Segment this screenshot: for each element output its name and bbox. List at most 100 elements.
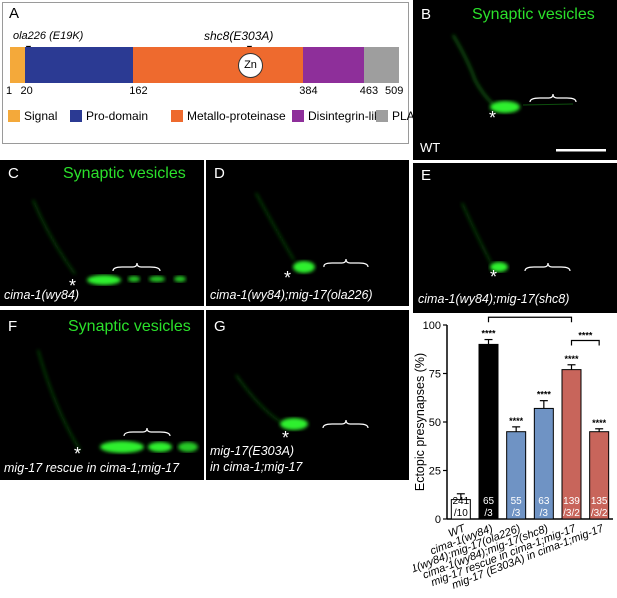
legend-swatch (292, 110, 304, 122)
n-count-label: /3/2 (591, 508, 608, 519)
synapse-region-bracket (529, 93, 577, 103)
legend-label: Metallo-proteinase (187, 109, 286, 123)
n-count-label: 241 (452, 496, 469, 507)
y-tick-label: 0 (435, 514, 441, 526)
significance-label: **** (481, 329, 496, 339)
panel-a-domain-diagram: A ola226 (E19K) ▼ shc8(E303A) ▼ Zn 12016… (2, 2, 423, 144)
significance-label: **** (564, 354, 579, 364)
panel-f-label: F (8, 318, 18, 335)
panel-b-micrograph: B Synaptic vesicles * WT (413, 0, 617, 160)
bar (478, 343, 499, 520)
legend-swatch (376, 110, 388, 122)
cell-body-asterisk: * (74, 444, 82, 464)
panel-d-caption: cima-1(wy84);mig-17(ola226) (210, 288, 373, 302)
cell-body-asterisk: * (284, 268, 292, 288)
panel-e-caption: cima-1(wy84);mig-17(shc8) (418, 292, 570, 306)
panel-c-fluorescence-image (32, 199, 186, 285)
panel-b-caption: WT (420, 140, 441, 155)
y-tick-label: 25 (429, 466, 441, 478)
synapse-region-bracket (123, 427, 171, 437)
legend-label: Signal (24, 109, 58, 123)
legend-swatch (171, 110, 183, 122)
panel-g-caption-line1: mig-17(E303A) (210, 444, 295, 458)
panel-e-fluorescence-image (461, 202, 571, 272)
panel-g-fluorescence-image (235, 374, 369, 430)
bar (506, 431, 527, 520)
n-count-label: /3 (512, 508, 521, 519)
comparison-significance-label: **** (578, 331, 593, 341)
panel-c-micrograph: C Synaptic vesicles * cima-1(wy84) (0, 160, 204, 306)
domain-segment-metallo-proteinase (133, 47, 304, 83)
panel-b-label: B (421, 6, 432, 23)
panel-e-label: E (421, 167, 432, 184)
panel-f-fluorescence-image (37, 349, 198, 453)
y-tick-label: 75 (429, 369, 441, 381)
domain-segment-pro-domain (24, 47, 134, 83)
panel-c-caption: cima-1(wy84) (4, 288, 80, 302)
synapse-region-bracket (524, 262, 571, 272)
significance-label: **** (537, 390, 552, 400)
comparison-bracket (570, 339, 600, 346)
synapse-region-bracket (322, 419, 369, 429)
position-label: 20 (20, 85, 33, 97)
cell-body-asterisk: * (490, 267, 498, 287)
panel-c-title: Synaptic vesicles (63, 165, 186, 182)
panel-g-label: G (214, 318, 226, 335)
synapse-region-bracket (323, 258, 369, 268)
legend-swatch (8, 110, 20, 122)
comparison-significance-label: **** (523, 313, 538, 317)
synapse-region-bracket (112, 262, 161, 272)
n-count-label: /3/2 (563, 508, 580, 519)
domain-segment-plac (363, 47, 399, 83)
panel-g-caption-line2: in cima-1;mig-17 (210, 460, 303, 474)
n-count-label: 135 (591, 496, 608, 507)
significance-label: **** (509, 416, 524, 426)
mutation-ola226-label: ola226 (E19K) (13, 30, 84, 42)
n-count-label: /3 (484, 508, 493, 519)
panel-c-label: C (8, 165, 19, 182)
panel-h-bar-chart: H 0 25 50 75 100 Ectopic presynapses (%) 241/1… (384, 307, 617, 593)
n-count-label: 63 (538, 496, 550, 507)
panel-f-micrograph: F Synaptic vesicles * mig-17 rescue in c… (0, 310, 204, 480)
panel-d-label: D (214, 165, 225, 182)
panel-d-micrograph: D * cima-1(wy84);mig-17(ola226) (206, 160, 409, 306)
position-label: 509 (385, 85, 404, 97)
y-tick-label: 50 (429, 417, 441, 429)
bar (589, 431, 610, 520)
zn-label: Zn (244, 59, 257, 71)
n-count-label: 139 (563, 496, 580, 507)
cell-body-asterisk: * (282, 428, 290, 448)
legend-label: Pro-domain (86, 109, 149, 123)
position-label: 1 (6, 85, 13, 97)
n-count-label: /10 (454, 508, 468, 519)
legend-swatch (70, 110, 82, 122)
cell-body-asterisk: * (69, 276, 77, 296)
y-axis-label: Ectopic presynapses (%) (413, 353, 427, 491)
panel-g-micrograph: G * mig-17(E303A) in cima-1;mig-17 (206, 310, 409, 480)
mutation-shc8-label: shc8(E303A) (204, 29, 274, 43)
position-label: 162 (129, 85, 148, 97)
position-label: 384 (299, 85, 318, 97)
panel-e-micrograph: E * cima-1(wy84);mig-17(shc8) (413, 163, 617, 313)
comparison-bracket (487, 316, 573, 323)
panel-b-title: Synaptic vesicles (472, 6, 595, 23)
panel-h-label: H (398, 313, 409, 330)
zinc-binding-site-icon: Zn (238, 53, 263, 78)
domain-segment-disintegrin-like (303, 47, 364, 83)
scale-bar (556, 149, 606, 152)
legend-label: Disintegrin-like (308, 109, 387, 123)
panel-f-title: Synaptic vesicles (68, 318, 191, 335)
panel-d-fluorescence-image (255, 192, 369, 273)
panel-a-label: A (9, 5, 20, 22)
panel-b-fluorescence-image (452, 34, 606, 152)
n-count-label: 65 (483, 496, 495, 507)
panel-f-caption: mig-17 rescue in cima-1;mig-17 (4, 461, 180, 475)
cell-body-asterisk: * (489, 108, 497, 128)
n-count-label: /3 (540, 508, 549, 519)
y-tick-label: 100 (423, 320, 441, 332)
position-label: 463 (359, 85, 379, 97)
significance-label: **** (592, 418, 607, 428)
domain-segment-signal (10, 47, 25, 83)
n-count-label: 55 (511, 496, 523, 507)
